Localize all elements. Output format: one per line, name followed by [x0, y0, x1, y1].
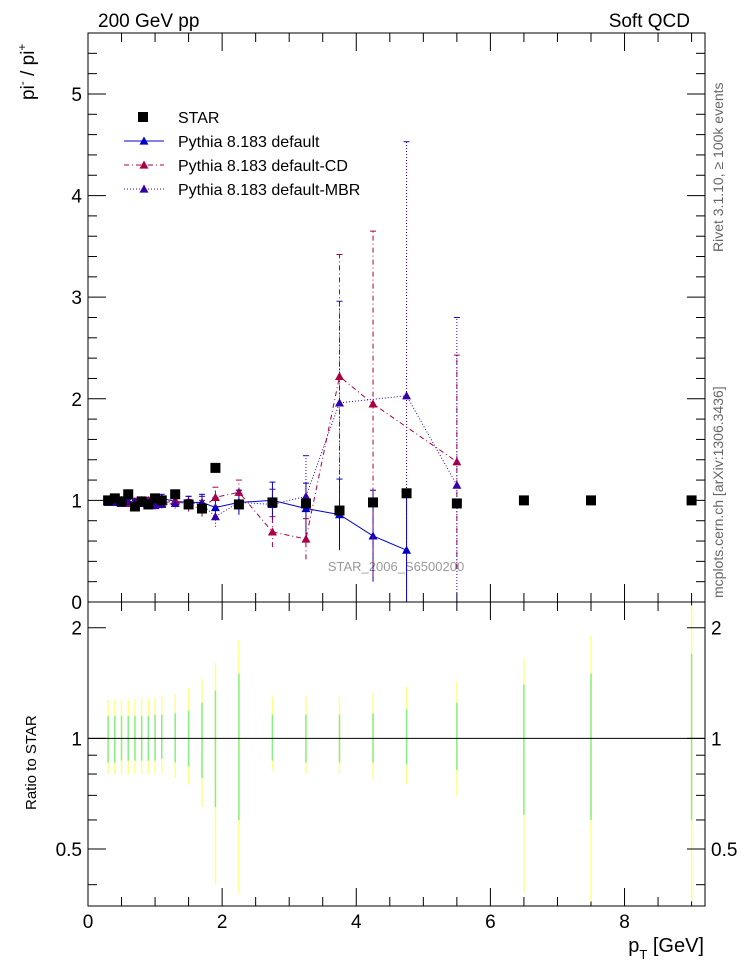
point-data — [123, 489, 134, 500]
point-data — [197, 503, 208, 514]
x-tick-label: 2 — [217, 912, 228, 933]
main-ylabel: pi- / pi+ — [15, 44, 39, 100]
legend-label-data: STAR — [178, 110, 219, 127]
point-mbr — [334, 398, 344, 407]
point-data — [368, 497, 379, 508]
analysis-watermark: STAR_2006_S6500200 — [328, 559, 464, 574]
y-tick-label: 2 — [71, 390, 82, 411]
point-data — [300, 498, 311, 509]
point-data — [170, 489, 181, 500]
x-tick-label: 6 — [485, 912, 496, 933]
y-tick-label: 0 — [71, 593, 82, 614]
point-data — [183, 499, 194, 510]
point-data — [116, 496, 127, 507]
legend-marker-default — [139, 136, 149, 145]
point-data — [334, 505, 345, 516]
ratio-ylabel: Ratio to STAR — [23, 715, 40, 810]
x-tick-label: 0 — [83, 912, 94, 933]
point-data — [233, 499, 244, 510]
ratio-y-tick-label: 0.5 — [56, 840, 82, 861]
point-data — [585, 495, 596, 506]
point-cd — [301, 534, 311, 543]
main-y-ticks: 0 1 2 3 4 5 0 2 4 6 8 — [71, 33, 705, 933]
y-tick-label: 4 — [71, 187, 82, 208]
y-tick-label: 3 — [71, 288, 82, 309]
legend-marker-cd — [139, 160, 149, 169]
ratio-y-tick-label-right: 2 — [711, 619, 722, 640]
point-mbr — [402, 391, 412, 400]
legend-marker-data — [138, 112, 148, 122]
point-mbr — [301, 491, 311, 500]
point-data — [210, 462, 221, 473]
mcplots-label: mcplots.cern.ch [arXiv:1306.3436] — [710, 386, 726, 598]
header-right-title: Soft QCD — [609, 11, 690, 32]
y-tick-label: 1 — [71, 491, 82, 512]
ratio-ticks: 0.5 0.5 1 1 2 2 — [56, 619, 737, 886]
point-cd — [267, 527, 277, 536]
point-data — [451, 498, 462, 509]
point-cd — [452, 457, 462, 466]
legend-marker-mbr — [139, 184, 149, 193]
ratio-y-tick-label-right: 1 — [711, 729, 722, 750]
legend: STAR Pythia 8.183 default Pythia 8.183 def… — [124, 110, 360, 199]
point-cd — [210, 492, 220, 501]
point-cd — [234, 487, 244, 496]
ratio-y-tick-label: 1 — [71, 729, 82, 750]
main-series — [103, 141, 697, 602]
point-data — [156, 495, 167, 506]
x-tick-label: 4 — [351, 912, 362, 933]
point-data — [686, 495, 697, 506]
header-left-title: 200 GeV pp — [98, 11, 199, 32]
ratio-y-tick-label: 2 — [71, 619, 82, 640]
point-cd — [334, 371, 344, 381]
legend-label-cd: Pythia 8.183 default-CD — [178, 158, 348, 175]
series-line-cd — [108, 375, 458, 540]
x-axis-label: pT [GeV] — [628, 935, 704, 962]
point-mbr — [210, 512, 220, 521]
x-tick-label: 8 — [619, 912, 630, 933]
point-default — [368, 531, 378, 540]
point-data — [143, 499, 154, 510]
point-data — [109, 493, 120, 504]
point-mbr — [170, 498, 180, 508]
point-data — [401, 488, 412, 499]
ratio-bands — [88, 605, 705, 902]
legend-label-default: Pythia 8.183 default — [178, 134, 320, 151]
point-cd — [368, 399, 378, 408]
legend-label-mbr: Pythia 8.183 default-MBR — [178, 182, 360, 199]
point-data — [267, 497, 278, 508]
point-data — [129, 501, 140, 512]
point-data — [150, 493, 161, 504]
point-data — [518, 495, 529, 506]
ratio-frame — [87, 601, 706, 907]
point-data — [136, 496, 147, 507]
point-mbr — [452, 480, 462, 489]
ratio-y-tick-label-right: 0.5 — [711, 840, 737, 861]
point-default — [402, 545, 412, 554]
y-tick-label: 5 — [71, 85, 82, 106]
rivet-version-label: Rivet 3.1.10, ≥ 100k events — [710, 82, 726, 252]
point-data — [103, 495, 114, 506]
